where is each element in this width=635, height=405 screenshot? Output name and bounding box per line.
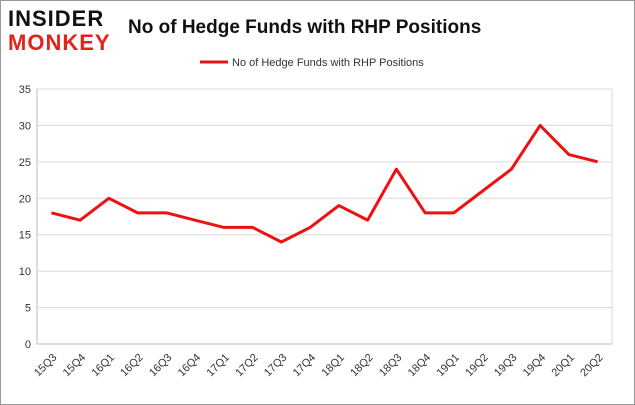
y-tick-label: 35 [19,84,31,96]
legend-label: No of Hedge Funds with RHP Positions [232,57,424,69]
logo-line2: MONKEY [8,30,111,55]
y-tick-label: 25 [19,157,31,169]
y-tick-label: 30 [19,120,31,132]
y-tick-label: 0 [25,339,31,351]
y-tick-label: 15 [19,230,31,242]
y-tick-label: 5 [25,303,31,315]
y-tick-label: 10 [19,266,31,278]
logo-line1: INSIDER [8,6,104,31]
chart-title: No of Hedge Funds with RHP Positions [128,17,481,38]
line-series [51,123,598,244]
y-tick-label: 20 [19,193,31,205]
